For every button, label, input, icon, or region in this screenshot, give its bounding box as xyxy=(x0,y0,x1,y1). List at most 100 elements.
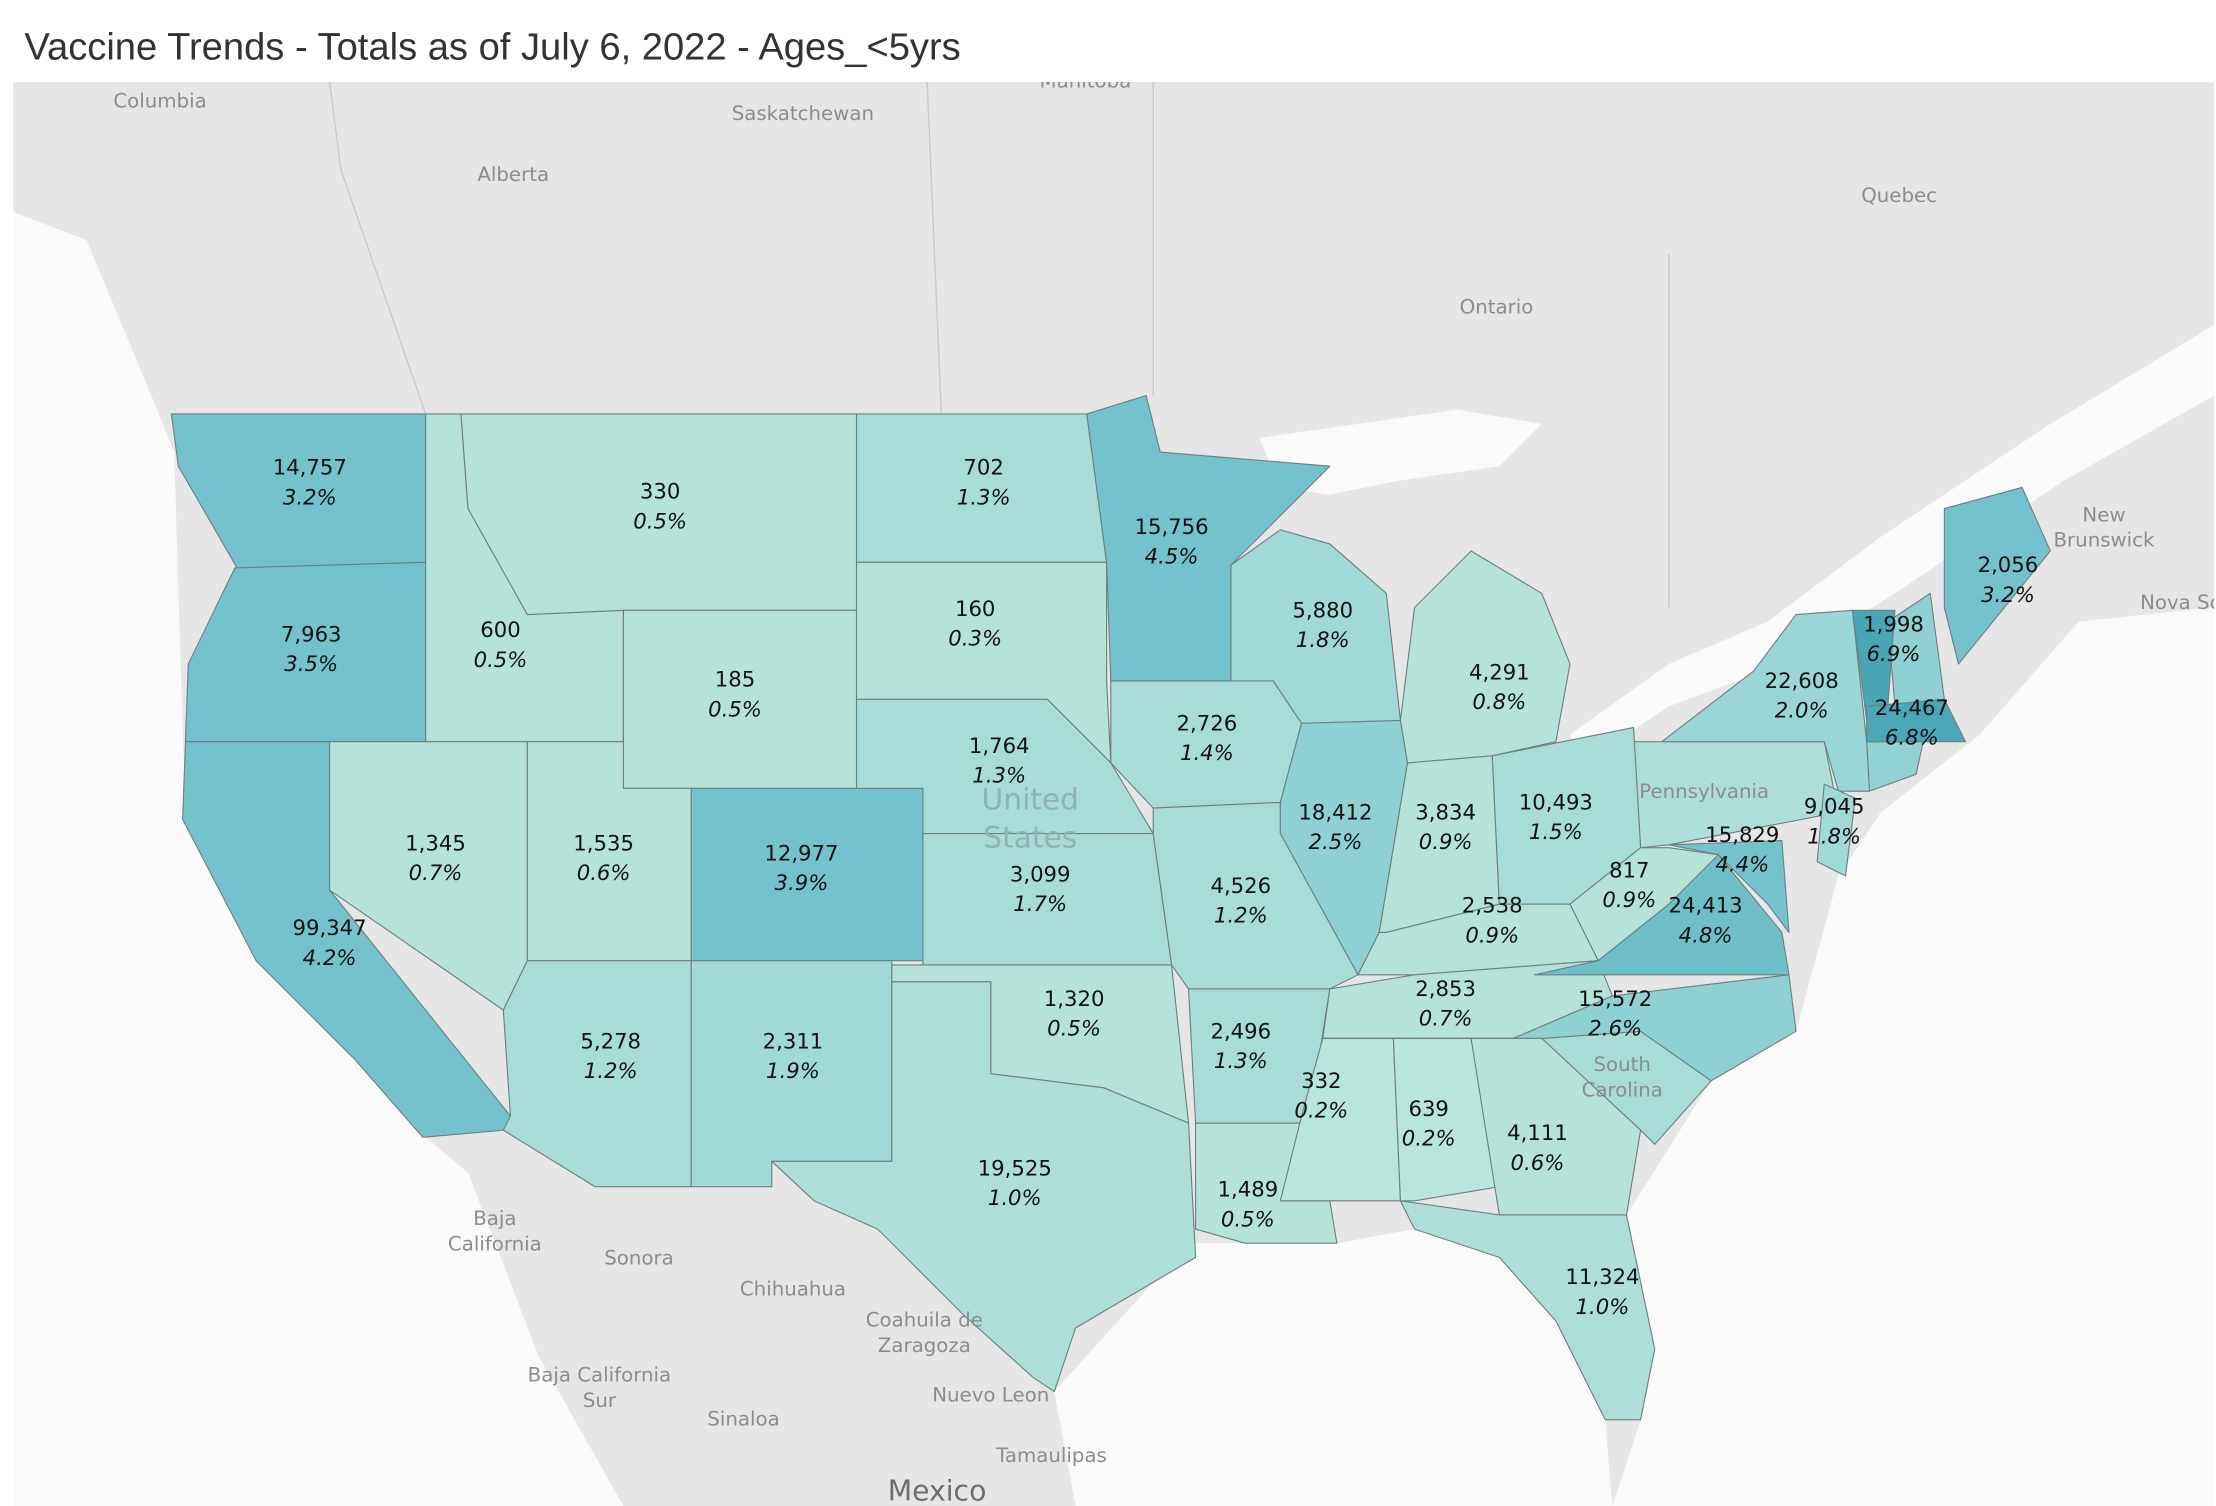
state-percent: 1.9% xyxy=(766,1058,820,1083)
state-percent: 3.2% xyxy=(1981,582,2035,607)
st-lawrence xyxy=(1569,324,2215,763)
lake-superior xyxy=(1259,409,1542,495)
state-percent: 1.0% xyxy=(988,1185,1042,1210)
state-percent: 0.5% xyxy=(1047,1016,1101,1041)
state-percent: 3.5% xyxy=(284,651,338,676)
state-count: 11,324 xyxy=(1565,1264,1639,1289)
state-percent: 6.9% xyxy=(1867,641,1921,666)
state-percent: 4.4% xyxy=(1715,852,1769,877)
state-count: 99,347 xyxy=(293,915,367,940)
state-percent: 2.6% xyxy=(1588,1016,1642,1041)
state-count: 330 xyxy=(640,479,680,504)
state-count: 1,535 xyxy=(573,830,634,855)
state xyxy=(1512,974,1797,1082)
state-percent: 0.7% xyxy=(409,860,463,885)
state-count: 600 xyxy=(480,617,520,642)
state-percent: 4.8% xyxy=(1679,922,1733,947)
state-count: 639 xyxy=(1408,1096,1448,1121)
state-count: 160 xyxy=(955,596,995,621)
state xyxy=(1392,1037,1500,1202)
state-count: 9,045 xyxy=(1804,794,1865,819)
state-percent: 1.8% xyxy=(1296,627,1350,652)
state-percent: 1.8% xyxy=(1807,823,1861,848)
basemap-label: Mexico xyxy=(888,1474,987,1506)
basemap-label: Carolina xyxy=(1582,1078,1663,1101)
labels: 14,757 3.2% 7,963 3.5% 99,347 4.2% 600 0.5% 330 0… xyxy=(113,70,2216,1506)
state-count: 1,345 xyxy=(405,830,466,855)
state-count: 24,467 xyxy=(1875,695,1949,720)
basemap-label: Coahuila de xyxy=(866,1309,983,1332)
state-percent: 1.3% xyxy=(957,484,1011,509)
basemap-label: Nova Sc xyxy=(2140,591,2216,614)
borders xyxy=(328,81,1670,608)
state-count: 2,311 xyxy=(763,1028,824,1053)
basemap-label: New xyxy=(2082,503,2125,526)
basemap: 14,757 3.2% 7,963 3.5% 99,347 4.2% 600 0.5% 330 0… xyxy=(13,70,2216,1506)
state-percent: 0.8% xyxy=(1472,689,1526,714)
state-count: 5,880 xyxy=(1292,597,1353,622)
state-count: 15,829 xyxy=(1705,822,1779,847)
state-count: 5,278 xyxy=(580,1028,641,1053)
state-count: 4,526 xyxy=(1210,873,1271,898)
basemap-label: Chihuahua xyxy=(740,1277,846,1300)
basemap-label: Pennsylvania xyxy=(1639,780,1769,803)
state-count: 7,963 xyxy=(281,621,342,646)
atlantic xyxy=(1612,607,2215,1506)
basemap-label: Ontario xyxy=(1460,296,1534,319)
state-percent: 0.5% xyxy=(474,647,528,672)
state-count: 2,496 xyxy=(1210,1018,1271,1043)
state-count: 15,572 xyxy=(1578,986,1652,1011)
state-percent: 4.2% xyxy=(303,945,357,970)
state-percent: 1.2% xyxy=(1214,903,1268,928)
state-count: 1,998 xyxy=(1863,612,1924,637)
state-count: 2,056 xyxy=(1978,552,2039,577)
basemap-label: Nuevo Leon xyxy=(932,1383,1049,1406)
state-percent: 1.5% xyxy=(1529,819,1583,844)
basemap-label: Baja xyxy=(473,1207,516,1230)
basemap-label: Sur xyxy=(583,1389,617,1412)
basemap-label: Tamaulipas xyxy=(995,1444,1107,1467)
state-percent: 0.9% xyxy=(1465,922,1519,947)
state xyxy=(1668,840,1790,933)
state-count: 332 xyxy=(1301,1068,1341,1093)
state-percent: 1.3% xyxy=(972,763,1026,788)
basemap-label: Sinaloa xyxy=(707,1407,779,1430)
state-percent: 1.7% xyxy=(1013,891,1067,916)
state xyxy=(1399,1200,1656,1421)
basemap-label: Brunswick xyxy=(2053,529,2155,552)
state-count: 4,291 xyxy=(1469,660,1530,685)
state-percent: 0.5% xyxy=(633,508,687,533)
state-count: 2,853 xyxy=(1415,976,1476,1001)
basemap-label: Manitoba xyxy=(1040,70,1132,93)
state-percent: 1.4% xyxy=(1180,740,1234,765)
state-percent: 0.3% xyxy=(948,626,1002,651)
state-count: 3,099 xyxy=(1010,862,1071,887)
state-count: 702 xyxy=(963,455,1003,480)
state-percent: 0.2% xyxy=(1294,1097,1348,1122)
state-count: 14,757 xyxy=(273,455,347,480)
basemap-label: United xyxy=(982,782,1079,817)
state-count: 1,320 xyxy=(1044,986,1105,1011)
state-percent: 0.9% xyxy=(1419,829,1473,854)
state-percent: 3.2% xyxy=(283,484,337,509)
state-count: 2,538 xyxy=(1462,893,1523,918)
basemap-label: Baja California xyxy=(528,1364,671,1387)
basemap-label: Quebec xyxy=(1861,184,1937,207)
state-count: 185 xyxy=(715,667,755,692)
state-count: 12,977 xyxy=(764,840,838,865)
state-percent: 0.7% xyxy=(1419,1006,1473,1031)
state-count: 4,111 xyxy=(1507,1120,1568,1145)
pacific-ocean xyxy=(13,211,624,1506)
state-percent: 0.5% xyxy=(1221,1206,1275,1231)
state-count: 2,726 xyxy=(1177,710,1238,735)
state-percent: 0.5% xyxy=(708,696,762,721)
state xyxy=(1816,783,1856,877)
state-percent: 0.9% xyxy=(1602,887,1656,912)
state-percent: 2.0% xyxy=(1775,698,1829,723)
title: Vaccine Trends - Totals as of July 6, 20… xyxy=(24,25,960,68)
state xyxy=(1866,698,1967,743)
state-count: 1,764 xyxy=(969,733,1030,758)
state-count: 22,608 xyxy=(1765,668,1839,693)
state xyxy=(1399,550,1571,764)
